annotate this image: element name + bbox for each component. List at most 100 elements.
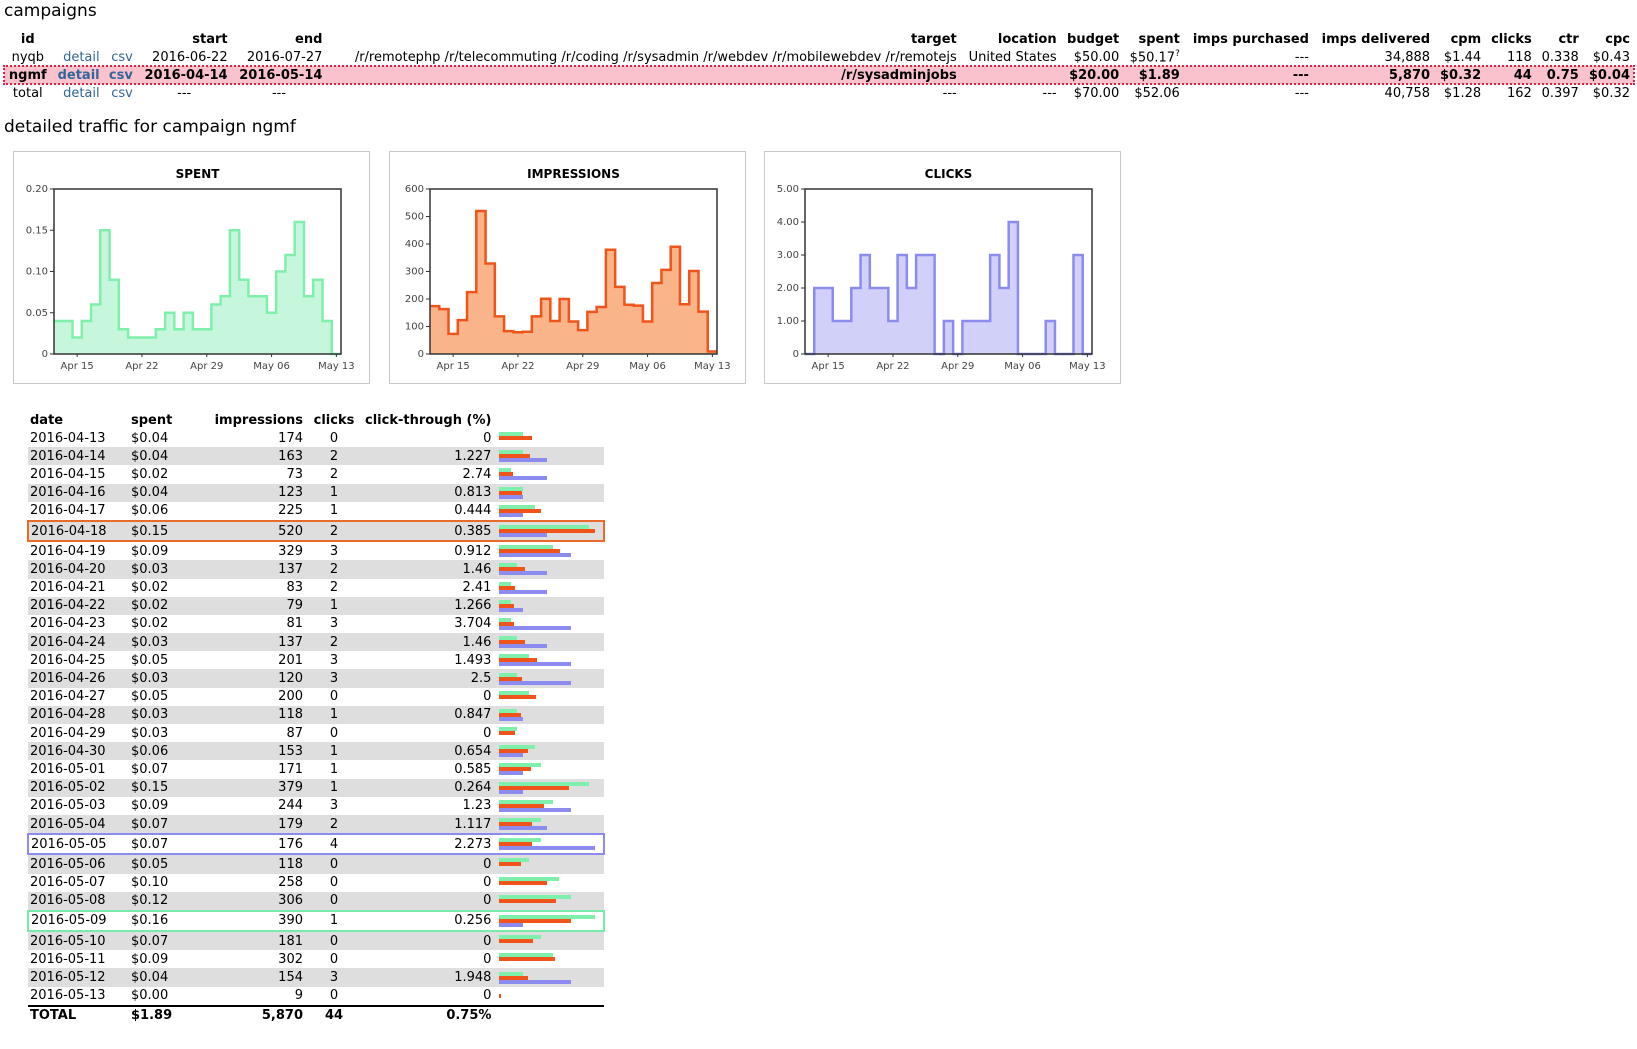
clicks-bar — [499, 607, 524, 612]
csv-link[interactable]: csv — [111, 49, 133, 65]
col-header-target: target — [911, 31, 957, 47]
x-tick-label: Apr 29 — [190, 361, 223, 372]
daily-header-date: date — [30, 412, 64, 428]
col-header-id: id — [20, 31, 35, 47]
campaign-cpc: $0.04 — [1582, 66, 1634, 84]
detail-link[interactable]: detail — [63, 49, 100, 65]
campaign-cpm: $1.44 — [1443, 49, 1482, 65]
row-date: 2016-04-30 — [28, 742, 131, 761]
row-date: 2016-04-13 — [30, 430, 106, 446]
row-date: 2016-04-18 — [27, 519, 131, 543]
row-ctr: 2.41 — [462, 580, 492, 596]
x-tick-label: Apr 15 — [61, 361, 94, 372]
row-date: 2016-05-03 — [30, 798, 106, 814]
impressions-bar — [499, 803, 545, 808]
x-tick-label: May 13 — [318, 361, 355, 372]
row-impressions: 79 — [193, 596, 303, 615]
spent-note[interactable]: ? — [1175, 48, 1180, 59]
impressions-bar — [499, 490, 523, 495]
daily-row: 2016-05-13 $0.00 9 0 0 — [28, 987, 604, 1006]
total-impressions: 5,870 — [193, 1004, 303, 1025]
row-clicks: 0 — [329, 689, 339, 705]
row-spent: $0.05 — [131, 854, 193, 874]
campaign-target: /r/remotephp /r/telecommuting /r/coding … — [354, 49, 957, 65]
row-ctr: 0.813 — [365, 483, 500, 502]
row-spent: $0.03 — [131, 633, 193, 652]
daily-row: 2016-05-06 $0.05 118 0 0 — [28, 854, 605, 874]
spent-bar — [499, 581, 512, 586]
row-bars — [499, 833, 606, 856]
row-clicks: 1 — [303, 909, 365, 933]
spent-bar — [499, 432, 524, 437]
campaign-budget: $70.00 — [1073, 85, 1120, 101]
x-tick-label: Apr 22 — [125, 361, 158, 372]
row-spent: $0.09 — [131, 798, 169, 814]
row-clicks: 2 — [329, 580, 339, 596]
spent-bar — [499, 563, 518, 568]
row-impressions: 120 — [193, 669, 303, 688]
row-ctr: 1.117 — [365, 814, 500, 835]
daily-row: 2016-04-29 $0.03 87 0 0 — [28, 724, 604, 742]
row-bars — [499, 483, 605, 502]
impressions-bar — [499, 749, 528, 754]
campaign-row-ngmf[interactable]: ngmf detail csv 2016-04-14 2016-05-14 /r… — [3, 65, 1635, 85]
row-date: 2016-04-23 — [30, 616, 106, 632]
campaign-row-nyqb[interactable]: nyqb detail csv 2016-06-22 2016-07-27 /r… — [4, 48, 1634, 66]
row-clicks: 2 — [303, 447, 365, 466]
row-date: 2016-05-10 — [28, 931, 131, 951]
daily-row: 2016-04-30 $0.06 153 1 0.654 — [28, 742, 605, 761]
campaign-cpm: $0.32 — [1434, 66, 1486, 84]
row-impressions: 176 — [193, 833, 303, 856]
row-impressions: 379 — [193, 778, 303, 797]
campaign-start: 2016-06-22 — [152, 49, 228, 65]
row-impressions: 171 — [278, 761, 303, 777]
campaign-id: nyqb — [11, 49, 45, 65]
daily-row: 2016-04-21 $0.02 83 2 2.41 — [28, 579, 604, 597]
chart-line — [805, 220, 1092, 356]
daily-row: 2016-04-17 $0.06 225 1 0.444 — [28, 502, 604, 521]
detail-link[interactable]: detail — [57, 67, 100, 83]
spent-bar — [499, 953, 554, 958]
row-bars — [499, 724, 604, 742]
row-date: 2016-04-25 — [30, 652, 106, 668]
row-spent: $0.03 — [131, 560, 193, 579]
row-spent: $0.04 — [131, 447, 193, 466]
x-tick-label: May 06 — [629, 361, 666, 372]
spent-bar — [499, 727, 518, 732]
row-bars — [499, 760, 604, 778]
impressions-bar — [499, 939, 533, 944]
spent-bar — [499, 468, 512, 473]
impressions-bar — [499, 454, 530, 459]
campaign-ctr: 0.75 — [1535, 66, 1583, 84]
detail-link[interactable]: detail — [63, 85, 100, 101]
spent-bar — [499, 654, 530, 659]
row-bars — [499, 541, 604, 560]
row-clicks: 3 — [329, 798, 339, 814]
row-impressions: 390 — [193, 909, 303, 933]
row-date: 2016-05-08 — [28, 891, 131, 911]
x-tick-label: Apr 29 — [941, 361, 974, 372]
col-header-start: start — [192, 31, 228, 47]
campaigns-table: id start end target location budget spen… — [3, 30, 1635, 102]
row-impressions: 225 — [278, 503, 303, 519]
campaign-spent: $52.06 — [1134, 85, 1180, 101]
campaign-imps-purchased: --- — [1294, 85, 1309, 101]
row-date: 2016-05-07 — [30, 875, 106, 891]
row-bars — [499, 688, 604, 706]
row-impressions: 302 — [278, 951, 303, 967]
row-clicks: 0 — [329, 725, 339, 741]
spent-bar — [499, 876, 560, 881]
row-date: 2016-04-21 — [30, 580, 106, 596]
y-tick-label: 100 — [405, 322, 424, 333]
csv-link[interactable]: csv — [111, 85, 133, 101]
csv-link[interactable]: csv — [108, 67, 133, 83]
daily-total-row: TOTAL $1.89 5,870 44 0.75% — [28, 1004, 605, 1025]
row-ctr: 0.654 — [365, 742, 500, 761]
campaign-target: --- — [942, 85, 957, 101]
row-spent: $0.02 — [131, 466, 169, 482]
row-impressions: 118 — [193, 854, 303, 874]
y-tick-label: 0 — [418, 349, 424, 360]
row-impressions: 174 — [278, 430, 303, 446]
chart-area — [430, 211, 717, 354]
campaign-cpm: $1.28 — [1443, 85, 1482, 101]
